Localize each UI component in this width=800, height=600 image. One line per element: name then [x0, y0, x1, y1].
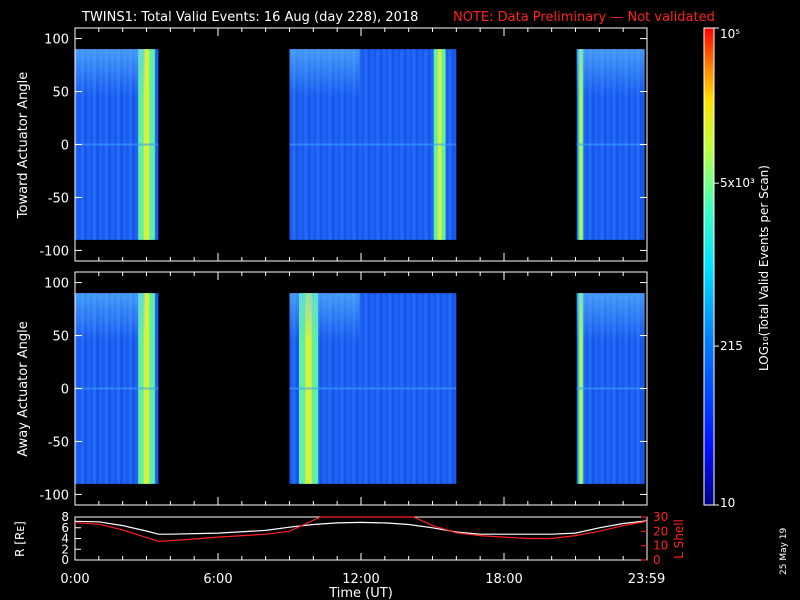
- x-axis-label: Time (UT): [328, 586, 393, 600]
- away-ytick-label: -50: [48, 435, 69, 450]
- panel-away: 100 50 0 -50 -100 Away Actuator Angle: [16, 271, 648, 506]
- panel-away-data: [75, 293, 645, 484]
- colorbar-gradient: [703, 27, 715, 506]
- orbit-xtick-label: 6:00: [203, 572, 232, 587]
- orbit-ytick-right-label: 20: [653, 524, 668, 538]
- colorbar-tick-label: 5x10³: [720, 176, 755, 190]
- away-ytick-label: 0: [61, 383, 69, 398]
- series-lshell-line: [74, 516, 648, 543]
- panel-toward: 100 50 0 -50 -100 Toward Actuator Angle: [16, 27, 648, 262]
- away-fade: [576, 293, 645, 341]
- toward-ytick-label: 100: [44, 33, 69, 48]
- orbit-xtick-label: 12:00: [342, 572, 379, 587]
- panel-orbit-ylabel-right: L Shell: [672, 519, 686, 559]
- away-ytick-label: 50: [52, 330, 69, 345]
- chart-title: TWINS1: Total Valid Events: 16 Aug (day …: [81, 10, 418, 25]
- chart-note: NOTE: Data Preliminary — Not validated: [453, 10, 715, 25]
- panel-toward-ylabel: Toward Actuator Angle: [16, 72, 31, 219]
- orbit-ytick-right-label: 10: [653, 539, 668, 553]
- panel-away-ylabel: Away Actuator Angle: [16, 321, 31, 456]
- orbit-ytick-left-label: 0: [61, 553, 69, 567]
- away-ytick-label: -100: [39, 488, 69, 503]
- toward-fade: [75, 49, 145, 97]
- orbit-ytick-left-label: 4: [61, 532, 69, 546]
- orbit-xtick-label: 18:00: [485, 572, 522, 587]
- toward-ytick-label: -50: [48, 191, 69, 206]
- series-r-line: [74, 520, 648, 535]
- date-stamp: 25 May 19: [779, 527, 789, 575]
- colorbar-tick-label: 215: [720, 339, 743, 353]
- away-ytick-label: 100: [44, 277, 69, 292]
- toward-ytick-label: -100: [39, 244, 69, 259]
- colorbar-tick-label: 10⁵: [720, 27, 740, 41]
- panel-orbit-ylabel-left: R [Rᴇ]: [13, 521, 27, 557]
- orbit-ytick-right-label: 30: [653, 510, 668, 524]
- orbit-ytick-left-label: 2: [61, 542, 69, 556]
- colorbar-ticks: 10⁵ 5x10³ 215 10: [714, 27, 755, 510]
- orbit-ytick-left-label: 6: [61, 521, 69, 535]
- toward-ytick-label: 0: [61, 139, 69, 154]
- colorbar-tick-label: 10: [720, 496, 735, 510]
- orbit-ytick-left-label: 8: [61, 510, 69, 524]
- panel-toward-data: [75, 49, 645, 240]
- orbit-xtick-label: 23:59: [628, 572, 665, 587]
- orbit-ytick-right-label: 0: [653, 553, 661, 567]
- orbit-xtick-label: 0:00: [60, 572, 89, 587]
- away-fade: [75, 293, 145, 341]
- colorbar-label: LOG₁₀(Total Valid Events per Scan): [757, 165, 771, 371]
- toward-fade: [289, 49, 360, 97]
- colorbar: 10⁵ 5x10³ 215 10 LOG₁₀(Total Valid Events p…: [703, 27, 771, 510]
- panel-away-ticks: 100 50 0 -50 -100: [39, 272, 648, 505]
- panel-toward-ticks: 100 50 0 -50 -100: [39, 28, 648, 261]
- toward-fade: [576, 49, 645, 97]
- toward-ytick-label: 50: [52, 86, 69, 101]
- away-fade: [289, 293, 360, 341]
